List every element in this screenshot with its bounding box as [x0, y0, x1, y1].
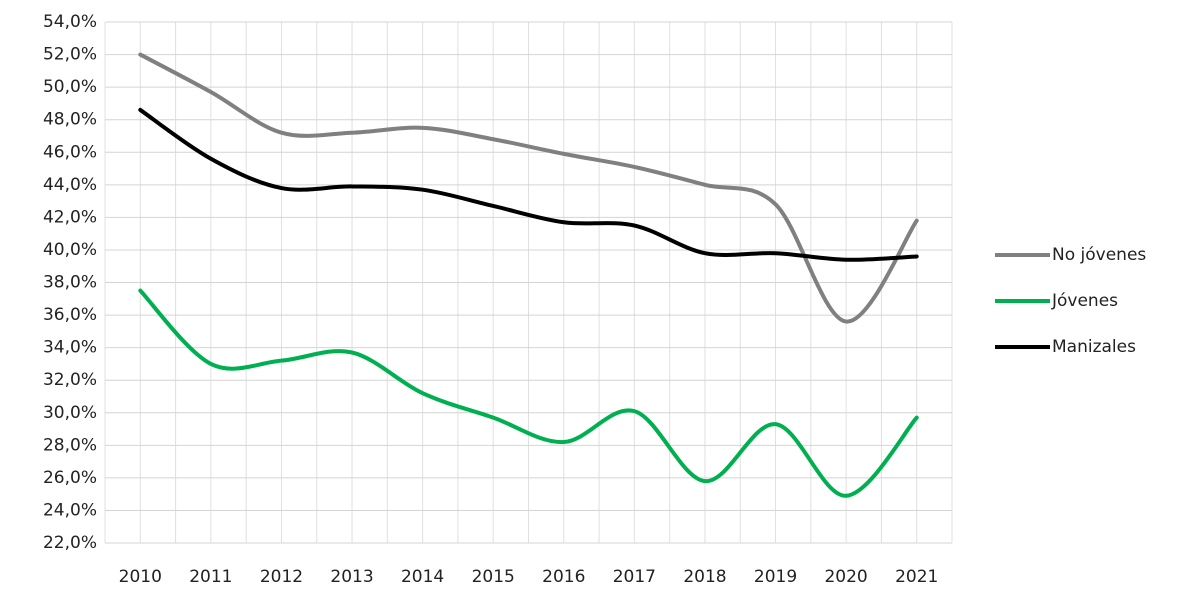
y-tick-label: 48,0%: [43, 110, 97, 130]
y-tick-label: 32,0%: [43, 370, 97, 390]
y-tick-label: 30,0%: [43, 403, 97, 423]
y-tick-label: 42,0%: [43, 207, 97, 227]
y-tick-label: 24,0%: [43, 500, 97, 520]
x-tick-label: 2014: [401, 567, 444, 587]
x-tick-label: 2015: [472, 567, 515, 587]
y-tick-label: 26,0%: [43, 468, 97, 488]
x-tick-label: 2013: [330, 567, 373, 587]
x-tick-label: 2010: [119, 567, 162, 587]
x-tick-label: 2020: [824, 567, 867, 587]
y-tick-label: 44,0%: [43, 175, 97, 195]
y-tick-label: 28,0%: [43, 435, 97, 455]
y-tick-label: 50,0%: [43, 77, 97, 97]
x-tick-label: 2017: [613, 567, 656, 587]
legend-label: Jóvenes: [1051, 291, 1118, 311]
series-line: [138, 52, 919, 324]
x-tick-label: 2011: [189, 567, 232, 587]
y-tick-label: 52,0%: [43, 45, 97, 65]
series-line: [138, 107, 919, 262]
x-tick-label: 2019: [754, 567, 797, 587]
y-tick-label: 54,0%: [43, 12, 97, 32]
series-line: [138, 288, 919, 498]
x-tick-label: 2016: [542, 567, 585, 587]
y-tick-label: 22,0%: [43, 533, 97, 553]
y-tick-label: 46,0%: [43, 142, 97, 162]
y-tick-label: 34,0%: [43, 338, 97, 358]
y-tick-label: 40,0%: [43, 240, 97, 260]
legend-label: No jóvenes: [1052, 245, 1146, 265]
y-tick-label: 38,0%: [43, 273, 97, 293]
x-tick-label: 2012: [260, 567, 303, 587]
y-tick-label: 36,0%: [43, 305, 97, 325]
x-tick-label: 2018: [683, 567, 726, 587]
x-tick-label: 2021: [895, 567, 938, 587]
legend-label: Manizales: [1052, 337, 1136, 357]
